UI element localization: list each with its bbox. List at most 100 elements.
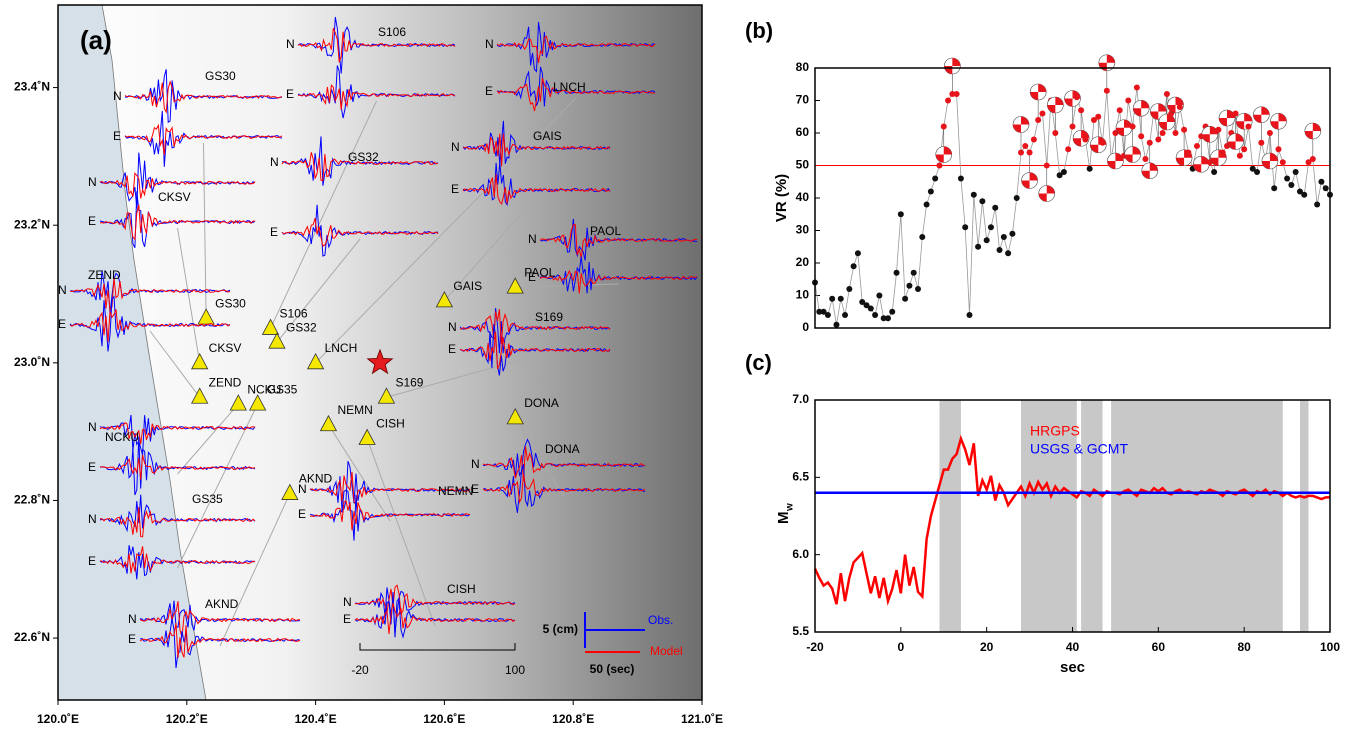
point [1322,185,1329,192]
point [1305,159,1312,166]
point [884,315,891,322]
station-label: CKSV [209,341,242,355]
beachball-quadrant [944,58,961,74]
connector [177,403,239,475]
y-tick-label: 23.4˚N [14,80,50,94]
legend-entry: HRGPS [1030,423,1080,439]
waveform-model [539,269,698,294]
point [1082,136,1089,143]
connector [149,330,201,398]
station [261,318,280,335]
waveform-station-label: ZEND [88,268,121,282]
station-label: GS30 [215,296,246,310]
point [1249,165,1256,172]
y-tick-label: 6.0 [792,547,809,561]
scale-amplitude-label: 5 (cm) [543,622,578,636]
beachball-quadrant [1098,54,1115,71]
beachball-quadrant [1073,130,1090,147]
component-label: N [471,457,480,471]
scale-obs-label: Obs. [648,613,673,627]
point [945,97,952,104]
y-axis-label: VR (%) [773,174,790,222]
point [1163,91,1170,97]
shaded-interval [1081,400,1103,632]
component-label: E [270,225,278,239]
point [859,299,866,305]
component-label: N [298,482,307,496]
station-label: ZEND [209,375,242,389]
point [953,91,960,97]
station-label: NCKU [247,382,281,396]
waveform-model [281,152,439,182]
component-label: E [343,612,351,626]
component-label: E [88,460,96,474]
time-axis-label: -20 [351,663,369,677]
waveform-model [462,133,611,167]
point [1000,234,1007,240]
y-tick-label: 0 [802,320,809,334]
y-tick-label: 50 [796,158,810,172]
beachball-quadrant [1013,116,1029,133]
y-tick-label: 5.5 [792,624,809,638]
point [932,175,939,182]
point [1035,117,1042,123]
station [268,332,286,349]
waveform-obs [297,16,456,74]
point [1060,169,1067,175]
x-tick-label: 120.8˚E [552,712,594,726]
point [1232,110,1239,117]
waveform-station-label: LNCH [553,80,586,94]
station [506,408,524,425]
point [975,243,982,250]
waveform-model [459,331,611,370]
point [1275,146,1282,153]
beachball-quadrant [1167,97,1184,113]
component-label: N [270,155,279,169]
point [970,191,977,198]
point [1090,117,1097,123]
component-label: E [451,182,459,196]
component-label: N [528,232,537,246]
beachball-quadrant [1261,153,1278,169]
point [957,175,964,182]
x-tick-label: 80 [1237,640,1251,654]
point [1146,139,1153,146]
point [1005,250,1012,257]
waveform-model [99,422,256,445]
beachball-quadrant [1201,126,1218,143]
legend-entry: USGS & GCMT [1030,441,1128,457]
waveform-model [99,546,256,574]
station-label: NEMN [337,403,372,417]
waveform-model [539,223,698,259]
point [1292,169,1299,175]
x-tick-label: 120.4˚E [295,712,337,726]
point [824,312,831,318]
point [1069,123,1076,130]
station [358,428,376,445]
point [1258,139,1265,146]
point [906,282,913,289]
beachball-quadrant [1270,113,1287,130]
component-label: E [471,482,479,496]
beachball-quadrant [1227,133,1244,150]
component-label: E [88,554,96,568]
waveform-station-label: PAOL [590,224,621,238]
waveform-model [482,446,646,482]
waveform-obs [482,438,646,478]
waveform-model [139,601,300,638]
station [191,387,209,404]
point [910,269,917,276]
y-tick-label: 7.0 [792,392,809,406]
connector [270,100,377,329]
waveform-obs [496,22,656,73]
point [1043,162,1050,169]
x-tick-label: 60 [1152,640,1166,654]
y-tick-label: 23.0˚N [14,355,50,369]
sea [58,5,207,700]
waveform-obs [99,436,256,496]
component-label: N [88,512,97,526]
waveform-station-label: NCKU [105,430,139,444]
point [979,198,986,205]
x-tick-label: 0 [897,640,904,654]
waveform-model [309,500,470,531]
